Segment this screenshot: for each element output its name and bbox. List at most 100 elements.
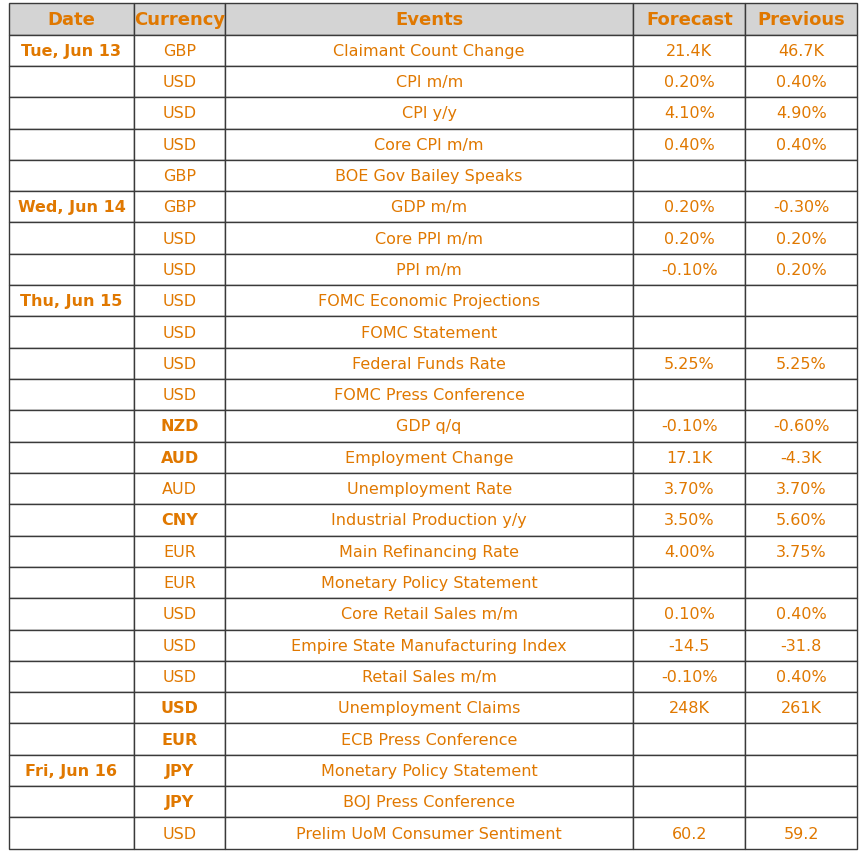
Bar xyxy=(9,380,134,411)
Bar xyxy=(633,786,746,817)
Bar xyxy=(746,380,857,411)
Text: 0.40%: 0.40% xyxy=(776,606,827,622)
Text: 21.4K: 21.4K xyxy=(666,44,713,59)
Text: Wed, Jun 14: Wed, Jun 14 xyxy=(17,200,126,215)
Text: Forecast: Forecast xyxy=(646,11,733,29)
Bar xyxy=(746,160,857,192)
Bar xyxy=(225,755,633,786)
Bar xyxy=(746,817,857,849)
Bar xyxy=(225,223,633,254)
Bar xyxy=(225,723,633,755)
Text: -14.5: -14.5 xyxy=(669,638,710,653)
Text: FOMC Statement: FOMC Statement xyxy=(361,325,497,340)
Bar xyxy=(9,473,134,505)
Bar xyxy=(9,286,134,317)
Text: BOJ Press Conference: BOJ Press Conference xyxy=(343,794,515,809)
Bar xyxy=(134,98,225,130)
Text: 248K: 248K xyxy=(669,700,710,716)
Bar xyxy=(633,254,746,286)
Text: AUD: AUD xyxy=(160,450,199,465)
Bar xyxy=(633,473,746,505)
Text: Tue, Jun 13: Tue, Jun 13 xyxy=(22,44,121,59)
Text: Monetary Policy Statement: Monetary Policy Statement xyxy=(320,576,538,590)
Bar xyxy=(746,130,857,160)
Bar xyxy=(134,223,225,254)
Bar xyxy=(134,755,225,786)
Bar xyxy=(9,630,134,661)
Bar xyxy=(9,755,134,786)
Text: USD: USD xyxy=(163,294,197,309)
Text: 0.20%: 0.20% xyxy=(776,231,827,247)
Bar xyxy=(225,505,633,536)
Bar xyxy=(633,505,746,536)
Bar xyxy=(746,661,857,693)
Text: 4.10%: 4.10% xyxy=(664,107,714,121)
Bar xyxy=(134,786,225,817)
Text: USD: USD xyxy=(163,75,197,90)
Bar xyxy=(9,442,134,473)
Bar xyxy=(225,817,633,849)
Bar xyxy=(225,160,633,192)
Bar xyxy=(134,473,225,505)
Bar xyxy=(134,599,225,630)
Bar xyxy=(134,567,225,599)
Bar xyxy=(9,254,134,286)
Bar xyxy=(9,693,134,723)
Text: 0.20%: 0.20% xyxy=(664,200,714,215)
Text: USD: USD xyxy=(163,670,197,684)
Bar xyxy=(225,192,633,223)
Bar xyxy=(134,317,225,348)
Text: -4.3K: -4.3K xyxy=(780,450,822,465)
Bar xyxy=(633,817,746,849)
Text: 4.00%: 4.00% xyxy=(664,544,714,559)
Bar xyxy=(134,160,225,192)
Bar xyxy=(633,693,746,723)
Text: 60.2: 60.2 xyxy=(671,826,707,840)
Text: 17.1K: 17.1K xyxy=(666,450,713,465)
Text: EUR: EUR xyxy=(163,576,196,590)
Bar xyxy=(746,317,857,348)
Bar xyxy=(9,411,134,442)
Text: 5.25%: 5.25% xyxy=(664,357,714,371)
Bar xyxy=(225,130,633,160)
Bar xyxy=(225,286,633,317)
Bar xyxy=(134,817,225,849)
Text: Main Refinancing Rate: Main Refinancing Rate xyxy=(339,544,520,559)
Bar xyxy=(633,536,746,567)
Text: BOE Gov Bailey Speaks: BOE Gov Bailey Speaks xyxy=(335,169,523,183)
Text: CPI y/y: CPI y/y xyxy=(402,107,456,121)
Text: GBP: GBP xyxy=(163,200,197,215)
Bar xyxy=(225,36,633,67)
Bar xyxy=(134,380,225,411)
Bar xyxy=(9,160,134,192)
Bar xyxy=(746,442,857,473)
Text: 0.40%: 0.40% xyxy=(776,137,827,153)
Bar xyxy=(225,348,633,380)
Text: EUR: EUR xyxy=(162,732,197,746)
Bar xyxy=(225,661,633,693)
Bar xyxy=(225,411,633,442)
Bar xyxy=(9,661,134,693)
Bar xyxy=(9,786,134,817)
Bar xyxy=(9,67,134,98)
Bar xyxy=(134,192,225,223)
Text: 0.40%: 0.40% xyxy=(776,670,827,684)
Text: Industrial Production y/y: Industrial Production y/y xyxy=(332,513,527,528)
Text: 261K: 261K xyxy=(781,700,822,716)
Bar xyxy=(746,630,857,661)
Bar xyxy=(134,442,225,473)
Text: USD: USD xyxy=(163,826,197,840)
Bar xyxy=(633,755,746,786)
Bar xyxy=(225,599,633,630)
Text: -0.10%: -0.10% xyxy=(661,263,718,277)
Bar xyxy=(633,630,746,661)
Bar xyxy=(746,755,857,786)
Text: AUD: AUD xyxy=(162,482,197,496)
Text: Core CPI m/m: Core CPI m/m xyxy=(374,137,484,153)
Bar xyxy=(9,98,134,130)
Text: 5.60%: 5.60% xyxy=(776,513,827,528)
Text: 0.10%: 0.10% xyxy=(664,606,714,622)
Text: USD: USD xyxy=(163,638,197,653)
Bar xyxy=(134,630,225,661)
Text: GDP q/q: GDP q/q xyxy=(397,419,462,434)
